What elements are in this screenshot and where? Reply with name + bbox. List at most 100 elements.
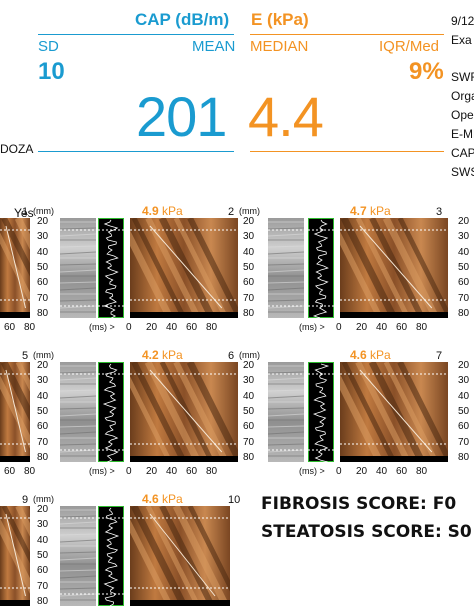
stiffness-value: 4.2 kPa (142, 348, 183, 362)
time-tick-label: 80 (24, 322, 36, 333)
time-tick-label: 80 (206, 466, 218, 477)
sd-value: 10 (38, 58, 65, 85)
sd-label: SD (38, 38, 59, 55)
time-tick-label: 40 (166, 322, 178, 333)
depth-tick-label: 70 (243, 436, 255, 448)
cap-mean-value: 201 (136, 85, 227, 148)
time-tick-label: 60 (186, 322, 198, 333)
depth-tick-label: 50 (243, 406, 255, 417)
time-tick-label: 0 (126, 322, 132, 333)
measurement-index: 5 (22, 350, 29, 362)
stiffness-unit: kPa (162, 348, 183, 362)
e-median-value: 4.4 (248, 85, 324, 148)
depth-unit-label: (mm) (33, 494, 54, 504)
elastogram-image (340, 218, 448, 318)
depth-tick-label: 20 (243, 216, 255, 227)
e-bottom-divider (250, 151, 444, 152)
cap-label: CAP- (451, 146, 474, 160)
depth-tick-label: 30 (37, 231, 49, 243)
time-tick-label: 20 (356, 466, 368, 477)
depth-tick-label: 40 (37, 534, 49, 546)
stiffness-value: 4.6 kPa (142, 492, 183, 506)
exam-info-column: 9/12 Exa SWF Orga Ope E-ME CAP- SWS (451, 14, 474, 184)
depth-tick-label: 20 (37, 504, 49, 515)
elastogram-image (130, 506, 230, 606)
ultrasound-mmode-strip (60, 218, 96, 318)
a-mode-trace (98, 218, 124, 318)
depth-tick-label: 70 (37, 292, 49, 304)
stiffness-unit: kPa (370, 348, 391, 362)
stiffness-number: 4.7 (350, 204, 367, 218)
depth-tick-label: 40 (243, 246, 255, 258)
e-title: E (kPa) (251, 10, 309, 29)
time-unit-label: (ms) > (299, 322, 325, 332)
depth-tick-label: 70 (37, 580, 49, 592)
depth-tick-label: 50 (458, 406, 470, 417)
a-mode-trace (98, 506, 124, 606)
depth-tick-label: 60 (458, 421, 470, 433)
depth-tick-label: 80 (243, 452, 255, 463)
depth-tick-label: 80 (458, 308, 470, 319)
measurement-index: 9 (22, 494, 29, 506)
depth-unit-label: (mm) (33, 350, 54, 360)
depth-tick-label: 40 (458, 246, 470, 258)
depth-tick-label: 30 (458, 375, 470, 387)
depth-tick-label: 40 (37, 246, 49, 258)
cap-title: CAP (dB/m) (135, 10, 230, 29)
time-unit-label: (ms) > (299, 466, 325, 476)
depth-tick-label: 20 (37, 216, 49, 227)
time-unit-label: (ms) > (89, 322, 115, 332)
measurement-index: 6 (228, 350, 235, 362)
time-tick-label: 80 (206, 322, 218, 333)
stiffness-value: 4.7 kPa (350, 204, 391, 218)
ultrasound-mmode-strip (60, 506, 96, 606)
depth-tick-label: 30 (37, 519, 49, 531)
elastogram-image (130, 218, 238, 318)
depth-tick-label: 30 (243, 375, 255, 387)
time-tick-label: 80 (416, 466, 428, 477)
time-tick-label: 20 (146, 322, 158, 333)
sws-label: SWS (451, 165, 474, 179)
stiffness-number: 4.9 (142, 204, 159, 218)
time-tick-label: 60 (186, 466, 198, 477)
stiffness-number: 4.6 (350, 348, 367, 362)
time-tick-label: 60 (4, 466, 16, 477)
depth-tick-label: 80 (37, 596, 49, 607)
depth-tick-label: 70 (458, 436, 470, 448)
time-tick-label: 80 (416, 322, 428, 333)
depth-tick-label: 80 (37, 452, 49, 463)
depth-tick-label: 60 (37, 421, 49, 433)
depth-tick-label: 40 (243, 390, 255, 402)
exam-label: Exa (451, 33, 472, 47)
stiffness-value: 4.6 kPa (350, 348, 391, 362)
depth-tick-label: 60 (458, 277, 470, 289)
elastogram-image (0, 218, 30, 318)
depth-tick-label: 30 (458, 231, 470, 243)
depth-tick-label: 60 (243, 277, 255, 289)
median-label: MEDIAN (250, 38, 309, 55)
measurement-index: 3 (436, 206, 443, 218)
depth-tick-label: 80 (458, 452, 470, 463)
stiffness-number: 4.2 (142, 348, 159, 362)
organ-label: Orga (451, 89, 474, 103)
time-tick-label: 40 (376, 322, 388, 333)
answer-text: Yes (14, 206, 34, 220)
exam-date: 9/12 (451, 14, 474, 28)
depth-tick-label: 80 (37, 308, 49, 319)
iqr-value: 9% (409, 58, 444, 85)
measurement-index: 10 (228, 494, 241, 506)
depth-unit-label: (mm) (239, 206, 260, 216)
measurement-index: 1 (22, 206, 29, 218)
depth-tick-label: 60 (37, 277, 49, 289)
depth-tick-label: 50 (458, 262, 470, 273)
depth-tick-label: 20 (243, 360, 255, 371)
depth-tick-label: 30 (243, 231, 255, 243)
fibrosis-score: FIBROSIS SCORE: F0 (261, 494, 457, 514)
mean-label: MEAN (192, 38, 236, 55)
measurement-index: 2 (228, 206, 235, 218)
stiffness-value: 4.9 kPa (142, 204, 183, 218)
time-tick-label: 0 (336, 322, 342, 333)
depth-unit-label: (mm) (239, 350, 260, 360)
time-tick-label: 40 (376, 466, 388, 477)
depth-unit-label: (mm) (33, 206, 54, 216)
